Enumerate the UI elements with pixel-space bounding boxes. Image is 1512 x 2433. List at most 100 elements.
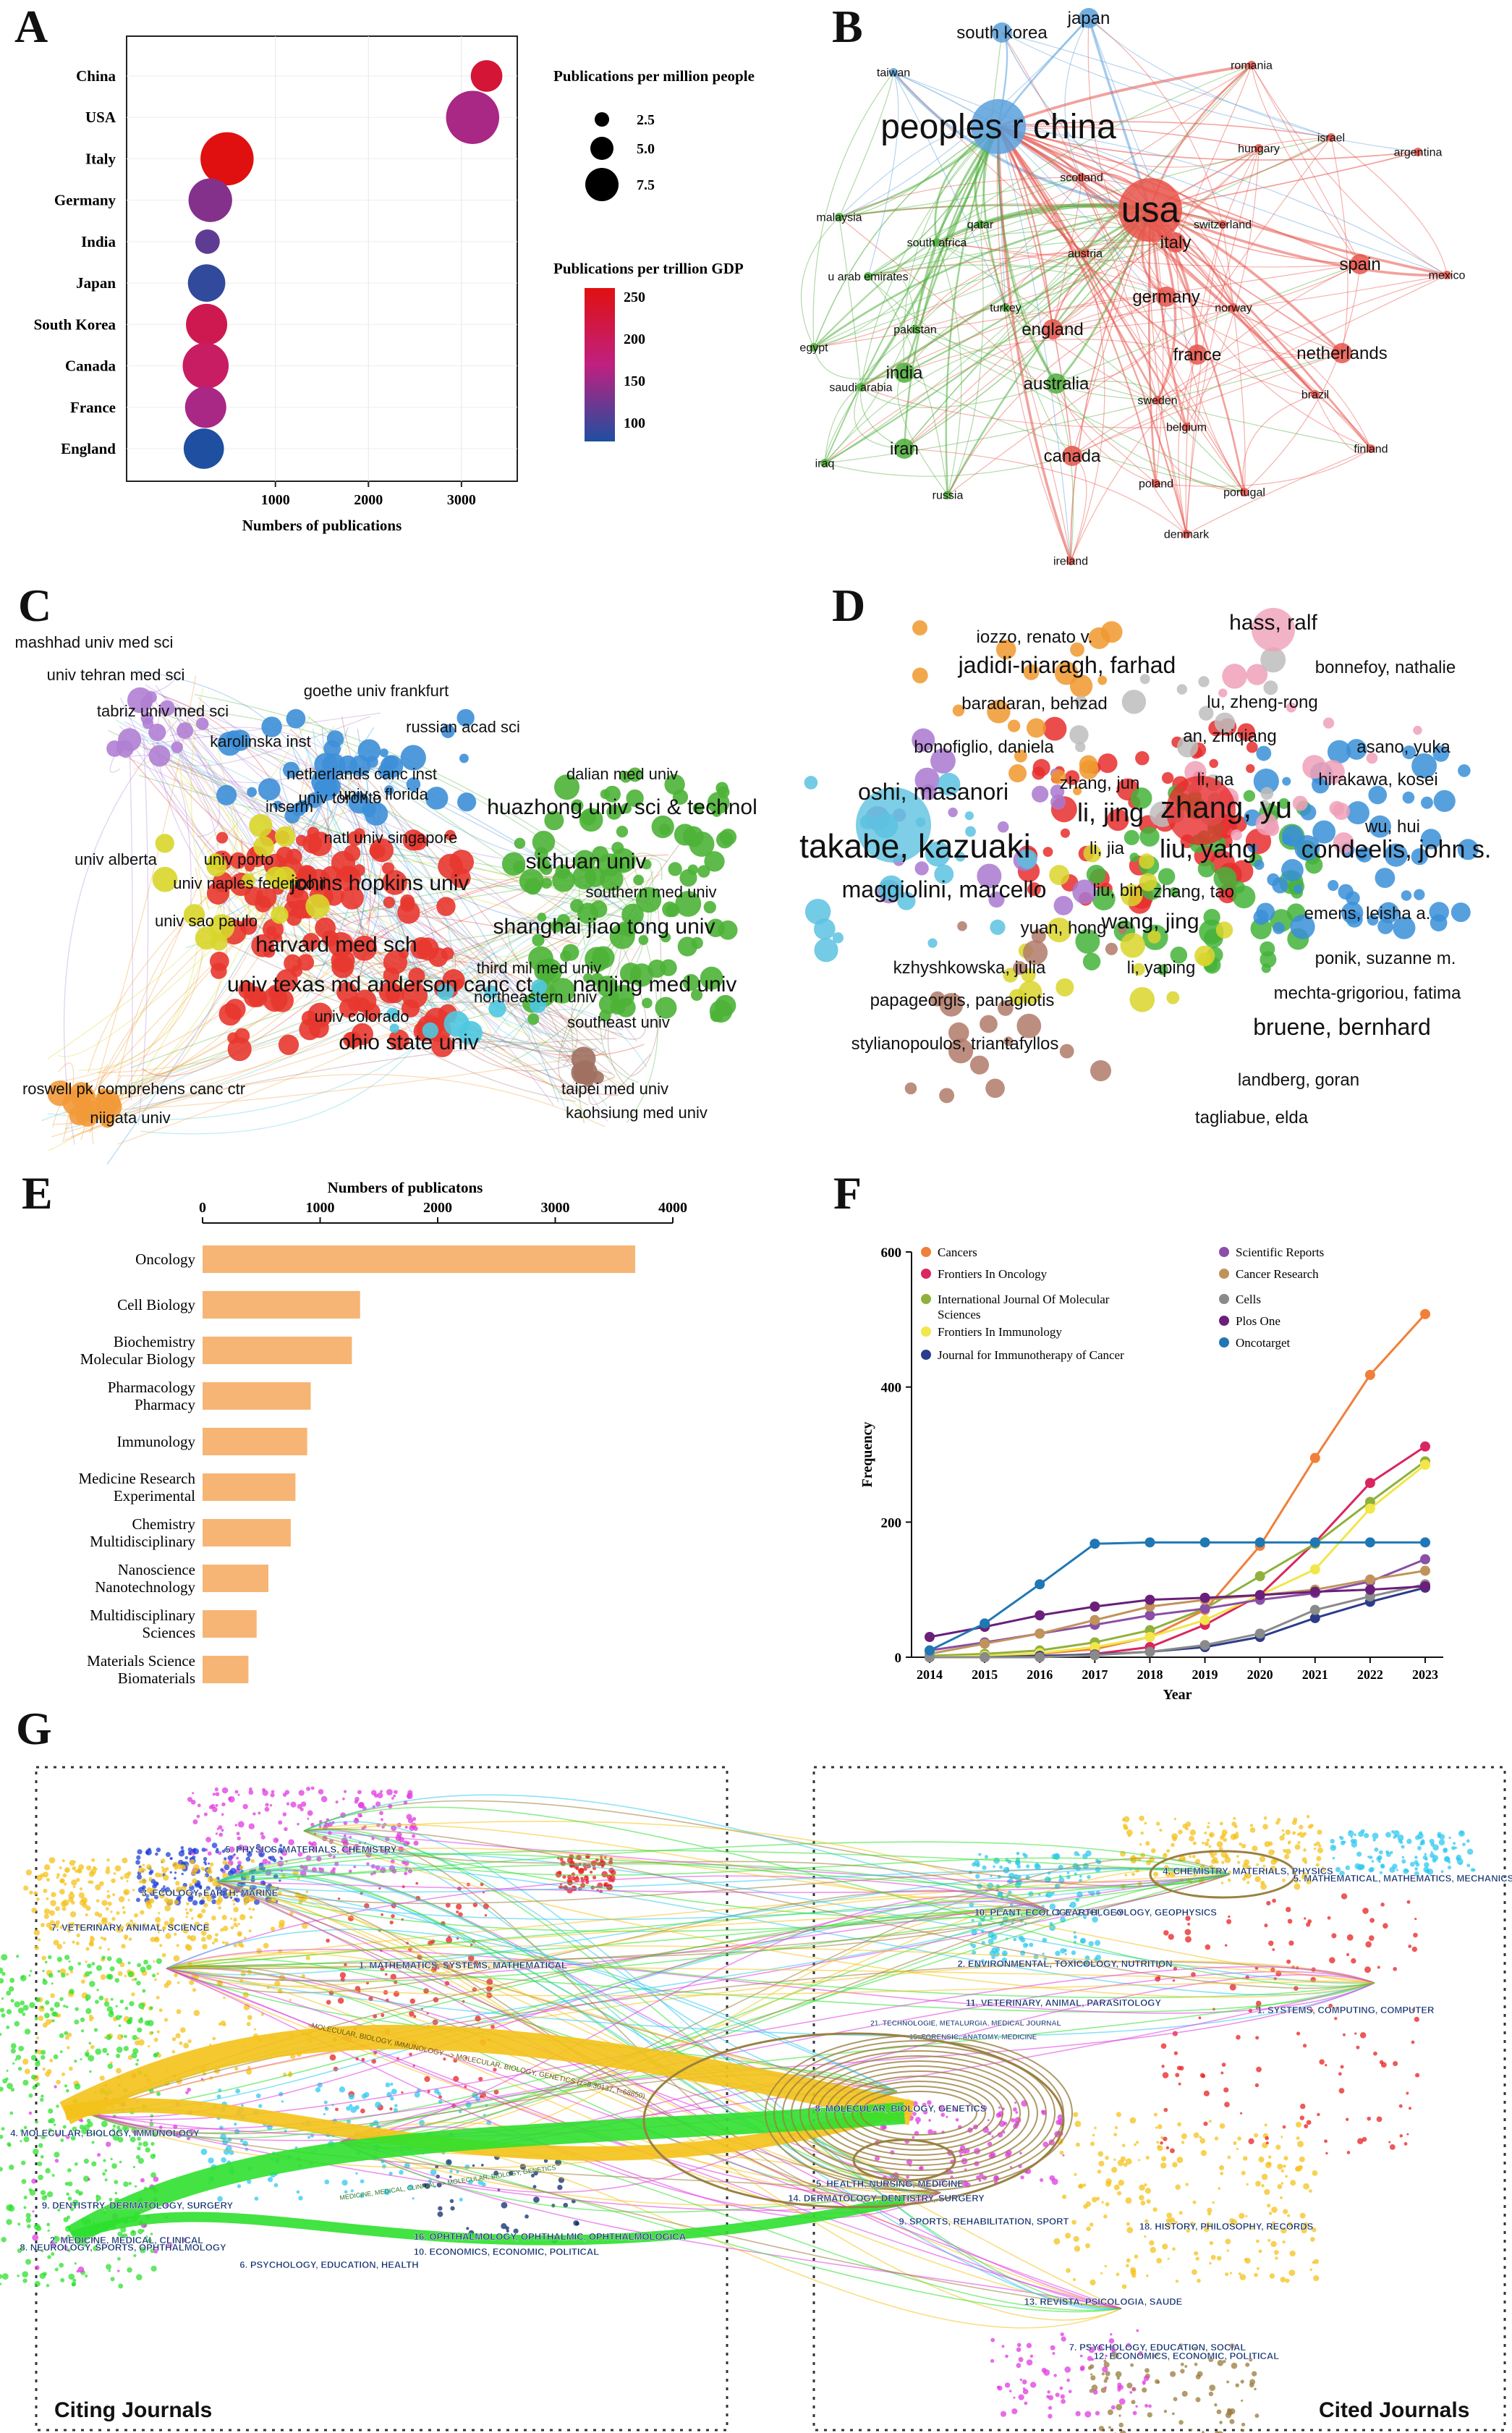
author-dot	[1097, 753, 1118, 774]
journal-dot	[1227, 2155, 1231, 2159]
panel-label-d: D	[832, 580, 866, 631]
journal-dot	[1393, 1835, 1396, 1839]
citing-cluster-label: 10. ECONOMICS, ECONOMIC, POLITICAL	[414, 2246, 599, 2257]
author-dot	[1451, 902, 1471, 923]
journal-dot	[1144, 2183, 1147, 2187]
network-edge	[860, 64, 1252, 388]
journal-dot	[1312, 2261, 1315, 2264]
author-dot	[1246, 664, 1268, 685]
institution-dot	[273, 866, 297, 890]
institution-dot	[661, 932, 671, 943]
institution-dot	[574, 850, 596, 872]
citation-curves	[86, 1794, 1375, 2329]
journal-dot	[165, 2204, 169, 2208]
institution-dot	[306, 792, 323, 808]
journal-dot	[57, 2209, 61, 2212]
journal-dot	[1140, 2200, 1146, 2206]
journal-dot	[247, 2065, 251, 2070]
institution-dot	[709, 999, 733, 1023]
institution-label: nanjing med univ	[573, 973, 737, 997]
network-edge	[1087, 17, 1167, 297]
journal-dot	[21, 2178, 27, 2184]
journal-dot	[1261, 2184, 1265, 2188]
journal-dot	[1208, 2120, 1212, 2123]
journal-dot	[1270, 2241, 1277, 2248]
country-node	[1153, 396, 1162, 405]
journal-dot	[306, 1786, 311, 1791]
journal-dot	[1223, 1837, 1228, 1842]
journal-dot	[1136, 2141, 1139, 2144]
journal-dot	[370, 1790, 377, 1795]
journal-dot	[67, 2234, 71, 2238]
author-dot	[930, 748, 956, 774]
journal-dot	[383, 2188, 391, 2196]
series-point	[1364, 1537, 1375, 1548]
journal-dot	[968, 2104, 972, 2107]
network-edge	[824, 329, 1053, 464]
author-dot	[1049, 865, 1070, 886]
author-dot	[1214, 712, 1236, 734]
journal-dot	[232, 1903, 236, 1905]
network-edge	[1222, 224, 1246, 493]
axis-title: Numbers of publicatons	[328, 1179, 483, 1196]
journal-dot	[106, 2034, 112, 2041]
network-edge	[1064, 17, 1090, 178]
network-edge	[813, 64, 1252, 348]
institution-dot	[261, 716, 282, 737]
journal-dot	[1172, 2247, 1176, 2251]
journal-dot	[1053, 2374, 1057, 2377]
journal-dot	[412, 1816, 417, 1821]
author-dot	[1107, 808, 1129, 832]
network-edge	[914, 329, 1245, 493]
institution-label: southern med univ	[586, 883, 717, 901]
country-label: germany	[1132, 287, 1199, 307]
journal-dot	[346, 2106, 351, 2111]
journal-dot	[1166, 1849, 1171, 1853]
institution-dot	[707, 792, 730, 814]
x-tick-label: 2017	[1082, 1667, 1108, 1682]
journal-dot	[235, 2089, 240, 2094]
institution-dot	[209, 952, 229, 971]
journal-dot	[161, 1866, 164, 1869]
journal-dot	[1061, 2194, 1067, 2199]
series-point	[1144, 1537, 1155, 1548]
journal-dot	[1119, 2430, 1126, 2433]
journal-dot	[6, 2025, 10, 2029]
journal-dot	[163, 1885, 166, 1888]
journal-dot	[40, 2155, 44, 2159]
journal-dot	[914, 2117, 921, 2123]
citation-curve	[166, 1874, 1231, 1969]
author-dot	[1158, 868, 1176, 886]
journal-dot	[218, 1851, 222, 1856]
journal-dot	[258, 1811, 261, 1815]
network-edge	[936, 64, 1252, 243]
journal-dot	[355, 2172, 358, 2175]
size-legend-dot	[585, 168, 619, 201]
journal-dot	[111, 1916, 116, 1921]
journal-dot	[1178, 2420, 1184, 2425]
author-dot	[1129, 852, 1139, 863]
institution-dot	[445, 829, 456, 841]
journal-dot	[1369, 1856, 1373, 1860]
journal-dot	[1203, 2227, 1210, 2233]
journal-dot	[54, 2085, 57, 2089]
journal-dot	[0, 2167, 3, 2172]
journal-dot	[1287, 2214, 1291, 2217]
journal-dot	[350, 2189, 354, 2193]
country-node	[976, 220, 985, 229]
author-dots	[804, 608, 1479, 1104]
journal-dot	[153, 1895, 158, 1900]
journal-dot	[1085, 2201, 1092, 2207]
citing-cluster-label: 16. OPHTHALMOLOGY, OPHTHALMIC, OPHTHALMO…	[414, 2231, 687, 2242]
author-dot	[1161, 771, 1174, 784]
author-dot	[1237, 723, 1256, 742]
journal-dot	[1090, 2279, 1096, 2286]
journal-dot	[1090, 2373, 1093, 2376]
journal-dot	[187, 2087, 191, 2092]
author-label: li, jia	[1090, 839, 1125, 858]
network-edge	[413, 1002, 578, 1066]
journal-dot	[90, 1924, 94, 1927]
citation-curve	[303, 1821, 1050, 1911]
journal-dot	[1285, 2278, 1290, 2283]
